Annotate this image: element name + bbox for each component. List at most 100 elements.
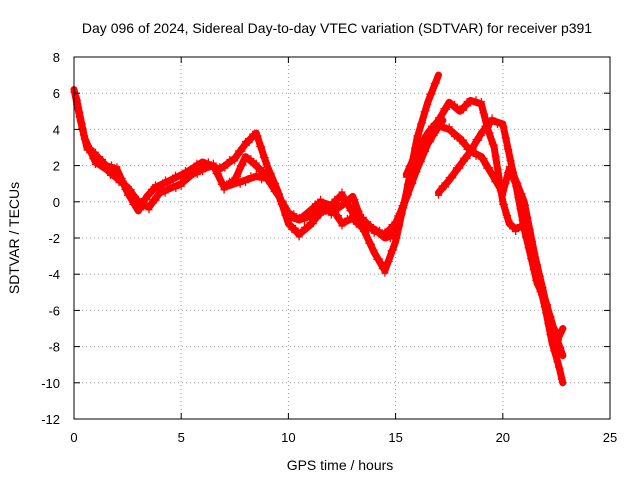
data-point-marker	[252, 159, 260, 167]
data-point-marker	[254, 132, 262, 140]
y-tick-label: 2	[53, 159, 60, 174]
data-point-marker	[514, 194, 522, 202]
data-point-marker	[152, 196, 160, 204]
data-point-marker	[500, 123, 508, 131]
data-point-marker	[177, 182, 185, 190]
data-point-marker	[556, 364, 564, 372]
data-point-marker	[482, 122, 490, 130]
data-point-marker	[327, 204, 335, 212]
data-point-marker	[472, 96, 480, 104]
data-point-marker	[258, 176, 266, 184]
data-point-marker	[553, 358, 561, 366]
data-point-marker	[432, 79, 440, 87]
data-point-marker	[519, 217, 527, 225]
data-point-marker	[492, 153, 500, 161]
data-point-marker	[166, 182, 174, 190]
data-point-marker	[183, 173, 191, 181]
data-point-marker	[504, 169, 512, 177]
data-point-marker	[417, 158, 425, 166]
data-point-marker	[73, 96, 81, 104]
data-point-marker	[559, 379, 567, 387]
data-point-marker	[247, 155, 255, 163]
data-point-marker	[311, 200, 319, 208]
data-point-marker	[78, 120, 86, 128]
data-point-marker	[209, 159, 217, 167]
data-point-marker	[231, 177, 239, 185]
data-point-marker	[171, 171, 179, 179]
data-point-marker	[415, 131, 423, 139]
y-axis-label: SDTVAR / TECUs	[6, 182, 22, 294]
data-point-marker	[376, 255, 384, 263]
data-point-marker	[231, 157, 239, 165]
data-point-marker	[499, 191, 507, 199]
data-point-marker	[434, 191, 442, 199]
data-point-marker	[221, 164, 229, 172]
data-point-marker	[467, 145, 475, 153]
data-point-marker	[413, 168, 421, 176]
data-point-marker	[443, 105, 451, 113]
data-point-marker	[115, 179, 123, 187]
data-point-marker	[215, 170, 223, 178]
data-point-marker	[306, 209, 314, 217]
data-point-marker	[161, 176, 169, 184]
data-point-marker	[424, 132, 432, 140]
x-axis-label: GPS time / hours	[287, 457, 394, 473]
data-point-marker	[494, 165, 502, 173]
data-point-marker	[512, 182, 520, 190]
data-point-marker	[456, 137, 464, 145]
data-point-marker	[334, 212, 342, 220]
data-point-marker	[119, 177, 127, 185]
data-point-marker	[480, 155, 488, 163]
data-point-marker	[440, 121, 448, 129]
data-point-marker	[351, 196, 359, 204]
data-point-marker	[89, 155, 97, 163]
data-point-marker	[343, 214, 351, 222]
data-point-marker	[502, 179, 510, 187]
data-point-marker	[384, 229, 392, 237]
data-point-marker	[331, 195, 339, 203]
data-point-marker	[79, 131, 87, 139]
x-tick-label: 0	[70, 430, 77, 445]
data-point-marker	[327, 211, 335, 219]
data-point-marker	[102, 163, 110, 171]
data-point-marker	[437, 114, 445, 122]
chart-title: Day 096 of 2024, Sidereal Day-to-day VTE…	[82, 20, 592, 36]
data-point-marker	[513, 183, 521, 191]
data-point-marker	[456, 164, 464, 172]
data-point-marker	[99, 155, 107, 163]
data-point-marker	[86, 144, 94, 152]
data-point-marker	[523, 233, 531, 241]
data-point-marker	[505, 163, 513, 171]
data-point-marker	[496, 187, 504, 195]
data-point-marker	[486, 129, 494, 137]
data-point-marker	[548, 318, 556, 326]
data-point-marker	[555, 336, 563, 344]
data-point-marker	[510, 172, 518, 180]
data-point-marker	[507, 157, 515, 165]
data-point-marker	[288, 226, 296, 234]
data-point-marker	[392, 222, 400, 230]
data-point-marker	[343, 197, 351, 205]
data-point-marker	[472, 152, 480, 160]
data-point-marker	[134, 195, 142, 203]
series-sat-track-4	[402, 96, 567, 387]
data-point-marker	[442, 183, 450, 191]
data-point-marker	[410, 151, 418, 159]
data-point-marker	[396, 212, 404, 220]
data-point-marker	[459, 136, 467, 144]
data-point-marker	[525, 244, 533, 252]
data-point-marker	[317, 211, 325, 219]
data-point-marker	[242, 179, 250, 187]
data-point-marker	[258, 143, 266, 151]
data-point-marker	[477, 132, 485, 140]
data-point-marker	[434, 71, 442, 79]
data-point-marker	[300, 223, 308, 231]
data-point-marker	[267, 177, 275, 185]
data-point-marker	[467, 99, 475, 107]
data-point-marker	[542, 300, 550, 308]
data-point-marker	[354, 210, 362, 218]
data-point-marker	[106, 171, 114, 179]
data-point-marker	[127, 186, 135, 194]
data-point-marker	[518, 216, 526, 224]
